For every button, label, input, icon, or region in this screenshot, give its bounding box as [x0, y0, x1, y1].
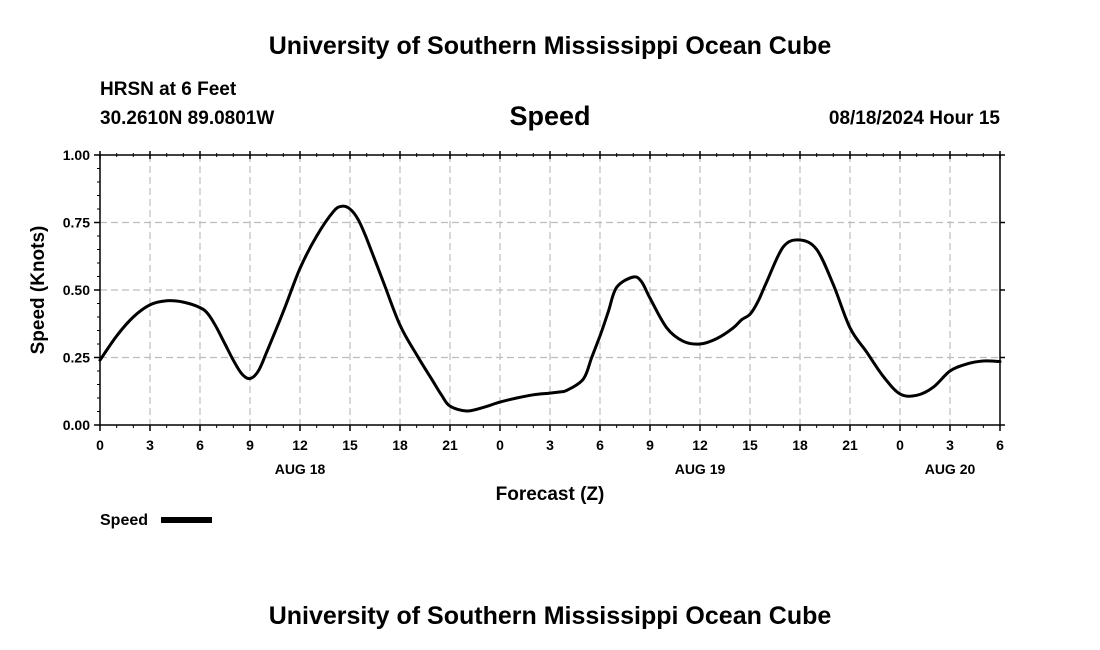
- chart-header-title: University of Southern Mississippi Ocean…: [269, 32, 832, 60]
- x-tick-label: 6: [996, 437, 1004, 453]
- y-tick-label: 1.00: [63, 147, 90, 163]
- x-tick-label: 21: [442, 437, 458, 453]
- series-line-speed: [98, 204, 1002, 413]
- x-tick-label: 15: [342, 437, 358, 453]
- x-date-label: AUG 18: [275, 461, 326, 477]
- x-tick-label: 18: [392, 437, 408, 453]
- coords-label: 30.2610N 89.0801W: [100, 108, 274, 129]
- x-tick-label: 0: [96, 437, 104, 453]
- x-tick-label: 12: [292, 437, 308, 453]
- x-tick-label: 15: [742, 437, 758, 453]
- x-tick-label: 6: [196, 437, 204, 453]
- x-tick-label: 0: [496, 437, 504, 453]
- x-tick-label: 3: [946, 437, 954, 453]
- grid-layer: [100, 155, 1000, 425]
- y-axis-label: Speed (Knots): [28, 226, 49, 355]
- y-tick-label: 0.25: [63, 350, 90, 366]
- x-tick-label: 3: [146, 437, 154, 453]
- y-tick-label: 0.00: [63, 417, 90, 433]
- station-label: HRSN at 6 Feet: [100, 79, 237, 100]
- x-tick-label: 12: [692, 437, 708, 453]
- x-date-label: AUG 20: [925, 461, 976, 477]
- x-tick-label: 21: [842, 437, 858, 453]
- series-layer: [98, 204, 1002, 413]
- chart-title: Speed: [509, 101, 590, 131]
- legend-label: Speed: [100, 512, 148, 529]
- x-tick-label: 3: [546, 437, 554, 453]
- y-tick-label: 0.75: [63, 215, 90, 231]
- x-tick-label: 9: [646, 437, 654, 453]
- footer-title: University of Southern Mississippi Ocean…: [269, 602, 832, 630]
- date-label: 08/18/2024 Hour 15: [829, 108, 1001, 129]
- x-date-label: AUG 19: [675, 461, 726, 477]
- x-tick-label: 6: [596, 437, 604, 453]
- x-axis-label: Forecast (Z): [496, 484, 605, 505]
- x-tick-label: 18: [792, 437, 808, 453]
- x-tick-label: 0: [896, 437, 904, 453]
- plot-frame: [99, 154, 1001, 426]
- x-tick-label: 9: [246, 437, 254, 453]
- y-tick-label: 0.50: [63, 282, 90, 298]
